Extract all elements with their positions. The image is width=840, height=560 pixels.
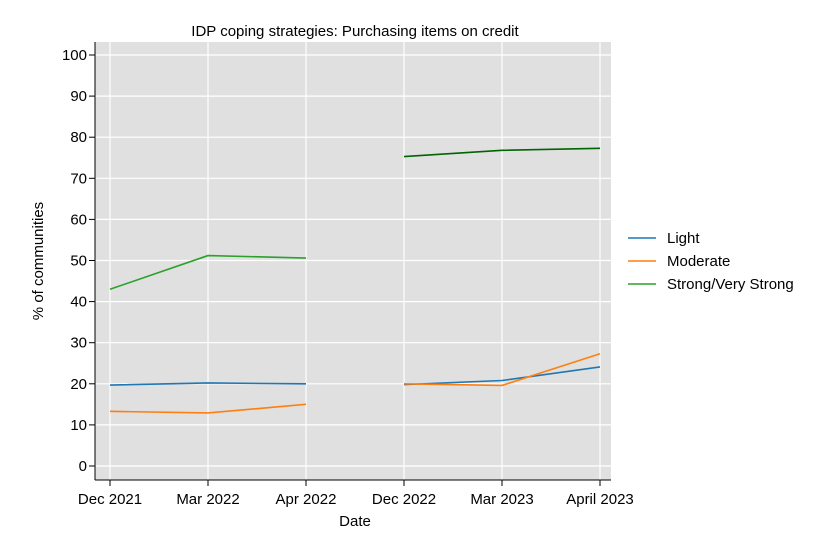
y-tick-label: 50 <box>70 253 87 270</box>
series-line-light <box>109 382 307 386</box>
legend-label-light: Light <box>667 230 700 247</box>
y-tick-label: 70 <box>70 170 87 187</box>
y-tick-label: 80 <box>70 129 87 146</box>
x-tick-label: Mar 2022 <box>176 491 239 508</box>
y-tick-label: 10 <box>70 417 87 434</box>
y-tick-label: 20 <box>70 376 87 393</box>
x-tick-label: Mar 2023 <box>470 491 533 508</box>
x-tick-label: Dec 2022 <box>372 491 436 508</box>
axis-layer: 0 10 20 30 40 50 60 70 80 90 100 Dec 2021 Mar 2022 Ap… <box>62 42 634 508</box>
y-tick-label: 40 <box>70 294 87 311</box>
legend-label-moderate: Moderate <box>667 253 730 270</box>
series-line-moderate <box>109 403 307 414</box>
series-line-dark-green <box>403 147 601 158</box>
y-tick-label: 0 <box>79 458 87 475</box>
series-line-strong-very-strong <box>109 254 307 291</box>
y-axis-title: % of communities <box>30 202 47 320</box>
y-tick-label: 60 <box>70 211 87 228</box>
x-tick-label: Apr 2022 <box>276 491 337 508</box>
y-tick-label: 90 <box>70 88 87 105</box>
legend-label-strong-very-strong: Strong/Very Strong <box>667 276 794 293</box>
chart-title: IDP coping strategies: Purchasing items … <box>191 23 519 40</box>
x-axis-title: Date <box>339 513 371 530</box>
legend: Light Moderate Strong/Very Strong <box>628 230 794 293</box>
series-line-moderate <box>403 353 601 387</box>
y-tick-label: 30 <box>70 335 87 352</box>
series-line-light <box>403 366 601 386</box>
x-tick-label: Dec 2021 <box>78 491 142 508</box>
y-tick-label: 100 <box>62 47 87 64</box>
series-layer <box>109 147 601 414</box>
x-tick-label: April 2023 <box>566 491 634 508</box>
